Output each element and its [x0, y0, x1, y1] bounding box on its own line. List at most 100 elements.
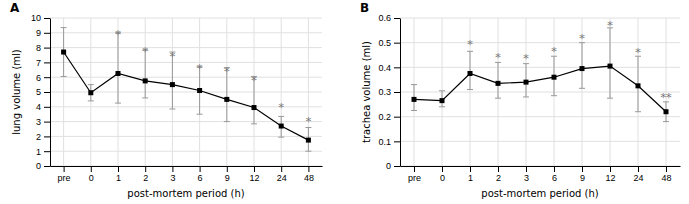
y-tick-mark — [44, 122, 50, 123]
marker — [143, 78, 148, 83]
x-tick: 12 — [605, 166, 615, 183]
error-cap-upper — [61, 27, 67, 28]
error-cap-upper — [439, 90, 445, 91]
marker — [170, 82, 175, 87]
grid-line — [281, 18, 282, 166]
x-tick-mark — [638, 166, 639, 172]
error-bar — [579, 43, 585, 89]
marker — [116, 71, 121, 76]
error-cap-lower — [197, 114, 203, 115]
y-tick-mark — [44, 62, 50, 63]
x-tick-label: 2 — [496, 173, 501, 183]
error-cap-upper — [278, 116, 284, 117]
error-bar — [663, 102, 669, 122]
x-tick: pre — [408, 166, 421, 183]
x-tick: 2 — [496, 166, 501, 183]
x-tick: 6 — [198, 166, 203, 183]
x-tick: 24 — [277, 166, 287, 183]
error-bar-line — [610, 28, 611, 98]
grid-line — [172, 18, 173, 166]
asterisk: * — [251, 74, 257, 87]
x-tick: 0 — [440, 166, 445, 183]
x-tick: 0 — [89, 166, 94, 183]
y-tick-mark — [44, 77, 50, 78]
x-tick-label: 24 — [633, 173, 643, 183]
error-bar-line — [118, 33, 119, 103]
error-cap-lower — [663, 121, 669, 122]
marker — [496, 81, 501, 86]
grid-line — [442, 18, 443, 166]
y-tick: 0.4 — [378, 63, 400, 73]
x-tick-mark — [498, 166, 499, 172]
x-tick-label: 3 — [524, 173, 529, 183]
x-tick-label: 24 — [277, 173, 287, 183]
x-axis: pre012369122448 — [51, 166, 323, 183]
grid-line — [145, 18, 146, 166]
y-tick-label: 7 — [36, 58, 41, 68]
y-tick: 8 — [36, 43, 50, 53]
x-tick-label: 2 — [143, 173, 148, 183]
error-bar — [305, 128, 311, 152]
x-axis: pre012369122448 — [401, 166, 681, 183]
line — [414, 66, 666, 112]
y-axis-line — [50, 19, 51, 167]
marker — [88, 90, 93, 95]
y-axis-title: trachea volume (ml) — [361, 41, 372, 143]
error-cap-lower — [439, 106, 445, 107]
asterisk: * — [523, 52, 529, 65]
y-tick-label: 2 — [36, 132, 41, 142]
y-tick-mark — [44, 166, 50, 167]
x-axis-title: post-mortem period (h) — [481, 188, 598, 199]
y-axis: 00.10.20.30.40.50.6 — [378, 13, 400, 171]
x-tick: 12 — [249, 166, 259, 183]
y-tick-mark — [394, 18, 400, 19]
error-bar — [411, 85, 417, 111]
marker — [524, 80, 529, 85]
x-tick-label: 1 — [116, 173, 121, 183]
x-tick-label: 6 — [552, 173, 557, 183]
grid-line — [498, 18, 499, 166]
grid — [400, 18, 680, 166]
error-cap-lower — [88, 100, 94, 101]
plot-area — [411, 28, 669, 122]
x-tick-mark — [172, 166, 173, 172]
y-axis-title: lung volume (ml) — [11, 49, 22, 135]
asterisk: * — [306, 115, 312, 128]
error-cap-lower — [411, 110, 417, 111]
y-tick: 0.3 — [378, 87, 400, 97]
marker — [580, 66, 585, 71]
y-tick-mark — [44, 92, 50, 93]
error-bar — [278, 116, 284, 137]
error-cap-lower — [115, 103, 121, 104]
error-cap-lower — [635, 111, 641, 112]
y-axis: 012345678910 — [31, 13, 51, 171]
x-tick-mark — [442, 166, 443, 172]
asterisk: * — [142, 45, 148, 58]
grid-line — [414, 18, 415, 166]
grid-line — [254, 18, 255, 166]
x-tick-mark — [200, 166, 201, 172]
error-cap-lower — [169, 109, 175, 110]
y-tick: 0.1 — [378, 137, 400, 147]
x-tick-mark — [470, 166, 471, 172]
x-tick: 1 — [468, 166, 473, 183]
y-tick-label: 0.4 — [378, 63, 391, 73]
x-tick-mark — [118, 166, 119, 172]
y-tick: 7 — [36, 58, 50, 68]
error-bar — [495, 62, 501, 98]
error-cap-lower — [278, 137, 284, 138]
grid — [50, 18, 322, 166]
y-tick-label: 0.3 — [378, 87, 391, 97]
asterisk: * — [197, 62, 203, 75]
x-tick: 9 — [225, 166, 230, 183]
x-tick: 2 — [143, 166, 148, 183]
marker — [306, 138, 311, 143]
y-tick-label: 0.6 — [378, 13, 391, 23]
y-tick: 10 — [31, 13, 50, 23]
asterisk: * — [467, 38, 473, 51]
marker — [664, 109, 669, 114]
x-tick-label: 1 — [468, 173, 473, 183]
asterisk: * — [579, 32, 585, 45]
y-tick-mark — [394, 141, 400, 142]
x-tick: 3 — [170, 166, 175, 183]
